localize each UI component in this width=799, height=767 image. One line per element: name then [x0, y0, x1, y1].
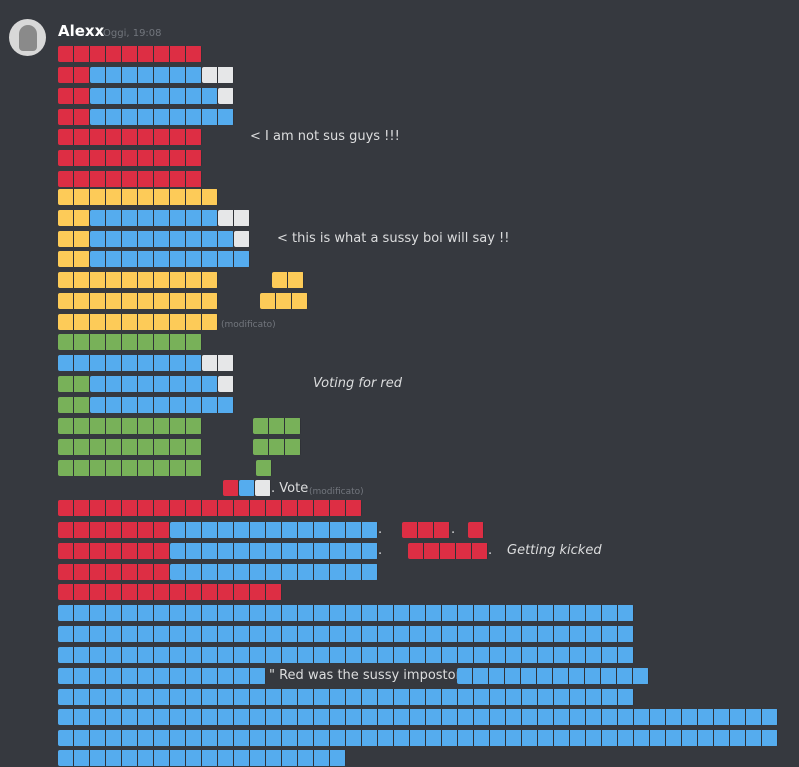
- emoji-squares: [90, 397, 234, 413]
- message-text: Getting kicked: [507, 543, 602, 558]
- emoji-squares: [170, 564, 378, 580]
- emoji-squares: [58, 150, 202, 166]
- emoji-squares: [58, 314, 218, 330]
- emoji-squares: [58, 67, 90, 83]
- emoji-squares: [58, 231, 90, 247]
- emoji-squares: [170, 543, 378, 559]
- emoji-squares: [58, 584, 282, 600]
- emoji-squares: [58, 109, 90, 125]
- emoji-squares: [58, 605, 634, 621]
- emoji-squares: [58, 439, 202, 455]
- emoji-squares: [58, 750, 346, 766]
- edited-tag: (modificato): [221, 320, 276, 330]
- emoji-squares: [58, 88, 90, 104]
- message-text: .: [378, 543, 383, 558]
- timestamp: Oggi, 19:08: [103, 28, 162, 39]
- emoji-squares: [58, 418, 202, 434]
- avatar-figure: [19, 25, 37, 51]
- emoji-squares: [58, 355, 202, 371]
- emoji-squares: [90, 210, 218, 226]
- emoji-squares: [90, 88, 218, 104]
- emoji-squares: [202, 67, 234, 83]
- emoji-squares: [90, 231, 234, 247]
- emoji-squares: [58, 46, 202, 62]
- emoji-squares: [457, 668, 649, 684]
- emoji-squares: [253, 418, 301, 434]
- emoji-squares: [256, 460, 272, 476]
- emoji-squares: [58, 647, 634, 663]
- emoji-squares: [58, 668, 266, 684]
- message-text: Voting for red: [313, 376, 403, 391]
- emoji-squares: [58, 500, 362, 516]
- emoji-squares: [58, 293, 218, 309]
- emoji-squares: [218, 88, 234, 104]
- emoji-squares: [223, 480, 239, 496]
- emoji-squares: [58, 543, 170, 559]
- emoji-squares: [58, 522, 170, 538]
- emoji-squares: [218, 210, 250, 226]
- emoji-squares: [408, 543, 488, 559]
- emoji-squares: [272, 272, 304, 288]
- emoji-squares: [90, 251, 250, 267]
- emoji-squares: [260, 293, 308, 309]
- message-text: < I am not sus guys !!!: [250, 129, 400, 144]
- message-text: .: [488, 543, 493, 558]
- emoji-squares: [239, 480, 255, 496]
- emoji-squares: [58, 272, 218, 288]
- emoji-squares: [202, 355, 234, 371]
- message-text: .: [451, 522, 456, 537]
- emoji-squares: [58, 251, 90, 267]
- message-text: " Red was the sussy impostor " .: [269, 668, 480, 683]
- avatar[interactable]: [9, 19, 46, 56]
- emoji-squares: [58, 129, 202, 145]
- message-text: .: [378, 522, 383, 537]
- emoji-squares: [58, 709, 778, 725]
- message-text: < this is what a sussy boi will say !!: [277, 231, 510, 246]
- message-text: . Vote: [271, 481, 309, 496]
- emoji-squares: [58, 626, 634, 642]
- emoji-squares: [58, 189, 218, 205]
- emoji-squares: [170, 522, 378, 538]
- emoji-squares: [58, 397, 90, 413]
- emoji-squares: [402, 522, 450, 538]
- emoji-squares: [58, 460, 202, 476]
- emoji-squares: [255, 480, 271, 496]
- emoji-squares: [253, 439, 301, 455]
- author-name[interactable]: Alexx: [58, 22, 105, 40]
- emoji-squares: [90, 67, 202, 83]
- emoji-squares: [58, 334, 202, 350]
- emoji-squares: [58, 730, 778, 746]
- emoji-squares: [58, 376, 90, 392]
- emoji-squares: [58, 564, 170, 580]
- emoji-squares: [58, 689, 634, 705]
- emoji-squares: [218, 376, 234, 392]
- emoji-squares: [90, 376, 218, 392]
- emoji-squares: [234, 231, 250, 247]
- emoji-squares: [90, 109, 234, 125]
- edited-tag: (modificato): [309, 487, 364, 497]
- emoji-squares: [58, 210, 90, 226]
- emoji-squares: [468, 522, 484, 538]
- emoji-squares: [58, 171, 202, 187]
